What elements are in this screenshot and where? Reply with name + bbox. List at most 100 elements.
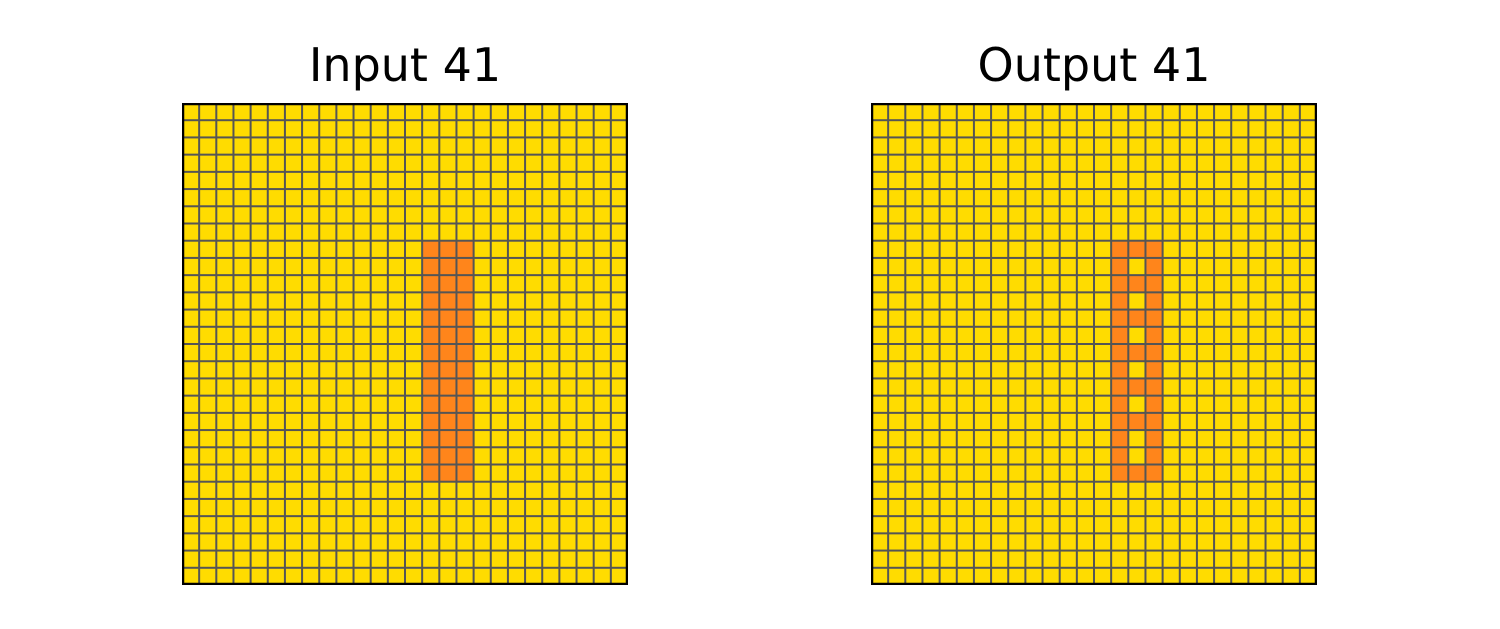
- grid-cell: [1146, 551, 1162, 567]
- grid-cell: [560, 293, 576, 309]
- grid-cell: [320, 327, 336, 343]
- grid-cell: [474, 345, 490, 361]
- grid-cell: [1215, 155, 1231, 171]
- grid-cell: [1026, 138, 1042, 154]
- grid-cell: [1232, 379, 1248, 395]
- grid-cell: [1283, 224, 1299, 240]
- grid-cell: [423, 190, 439, 206]
- grid-cell: [217, 293, 233, 309]
- grid-cell: [872, 327, 888, 343]
- grid-cell: [923, 568, 939, 584]
- grid-cell: [200, 138, 216, 154]
- grid-cell: [1009, 310, 1025, 326]
- grid-cell: [1283, 327, 1299, 343]
- grid-cell: [1300, 327, 1316, 343]
- grid-cell: [320, 121, 336, 137]
- grid-cell: [1043, 327, 1059, 343]
- grid-cell: [872, 276, 888, 292]
- grid-cell: [543, 551, 559, 567]
- grid-cell: [957, 190, 973, 206]
- grid-cell: [1163, 551, 1179, 567]
- grid-cell: [577, 121, 593, 137]
- grid-cell: [440, 568, 456, 584]
- grid-cell: [371, 396, 387, 412]
- grid-cell: [923, 138, 939, 154]
- grid-cell: [526, 465, 542, 481]
- grid-cell: [1095, 172, 1111, 189]
- grid-cell: [974, 362, 991, 378]
- grid-cell: [251, 207, 267, 223]
- grid-cell: [1283, 396, 1299, 412]
- grid-cell: [1112, 499, 1128, 516]
- grid-cell: [457, 327, 473, 343]
- grid-cell: [217, 327, 233, 343]
- grid-cell: [1060, 104, 1076, 120]
- grid-cell: [526, 396, 542, 412]
- grid-cell: [1283, 121, 1299, 137]
- grid-cell: [1112, 310, 1128, 326]
- grid-cell: [285, 276, 302, 292]
- grid-cell: [1026, 293, 1042, 309]
- grid-cell: [1197, 310, 1214, 326]
- grid-cell: [388, 517, 404, 533]
- grid-cell: [371, 155, 387, 171]
- grid-cell: [371, 345, 387, 361]
- grid-cell: [974, 499, 991, 516]
- grid-cell: [1249, 448, 1265, 464]
- grid-cell: [1163, 431, 1179, 447]
- grid-cell: [1043, 517, 1059, 533]
- grid-cell: [543, 534, 559, 550]
- grid-cell: [491, 327, 507, 343]
- grid-cell: [1197, 207, 1214, 223]
- grid-cell: [423, 327, 439, 343]
- grid-cell: [872, 551, 888, 567]
- grid-cell: [440, 465, 456, 481]
- grid-cell: [992, 310, 1008, 326]
- grid-cell: [577, 293, 593, 309]
- grid-cell: [354, 190, 370, 206]
- grid-cell: [577, 499, 593, 516]
- grid-cell: [285, 499, 302, 516]
- grid-cell: [303, 396, 319, 412]
- grid-cell: [889, 551, 905, 567]
- grid-cell: [320, 534, 336, 550]
- grid-cell: [217, 568, 233, 584]
- grid-cell: [474, 482, 490, 498]
- grid-cell: [1026, 379, 1042, 395]
- grid-cell: [1060, 431, 1076, 447]
- grid-cell: [285, 172, 302, 189]
- grid-cell: [872, 310, 888, 326]
- grid-cell: [1266, 448, 1282, 464]
- grid-cell: [940, 465, 956, 481]
- grid-cell: [251, 155, 267, 171]
- grid-cell: [1112, 396, 1128, 412]
- grid-cell: [1197, 224, 1214, 240]
- grid-cell: [303, 293, 319, 309]
- grid-cell: [457, 241, 473, 257]
- grid-cell: [440, 327, 456, 343]
- grid-cell: [354, 310, 370, 326]
- grid-cell: [940, 482, 956, 498]
- grid-cell: [251, 499, 267, 516]
- grid-cell: [957, 327, 973, 343]
- grid-cell: [1095, 241, 1111, 257]
- grid-cell: [268, 534, 284, 550]
- grid-cell: [1215, 241, 1231, 257]
- grid-cell: [406, 172, 422, 189]
- grid-cell: [543, 121, 559, 137]
- grid-cell: [337, 276, 353, 292]
- grid-cell: [217, 138, 233, 154]
- grid-cell: [457, 413, 473, 430]
- grid-cell: [906, 396, 922, 412]
- grid-cell: [508, 379, 525, 395]
- grid-cell: [1009, 207, 1025, 223]
- grid-cell: [1026, 551, 1042, 567]
- grid-cell: [1112, 327, 1128, 343]
- grid-cell: [508, 258, 525, 275]
- grid-cell: [594, 499, 610, 516]
- grid-cell: [577, 241, 593, 257]
- grid-cell: [611, 155, 627, 171]
- grid-cell: [1163, 207, 1179, 223]
- grid-cell: [872, 568, 888, 584]
- grid-cell: [992, 431, 1008, 447]
